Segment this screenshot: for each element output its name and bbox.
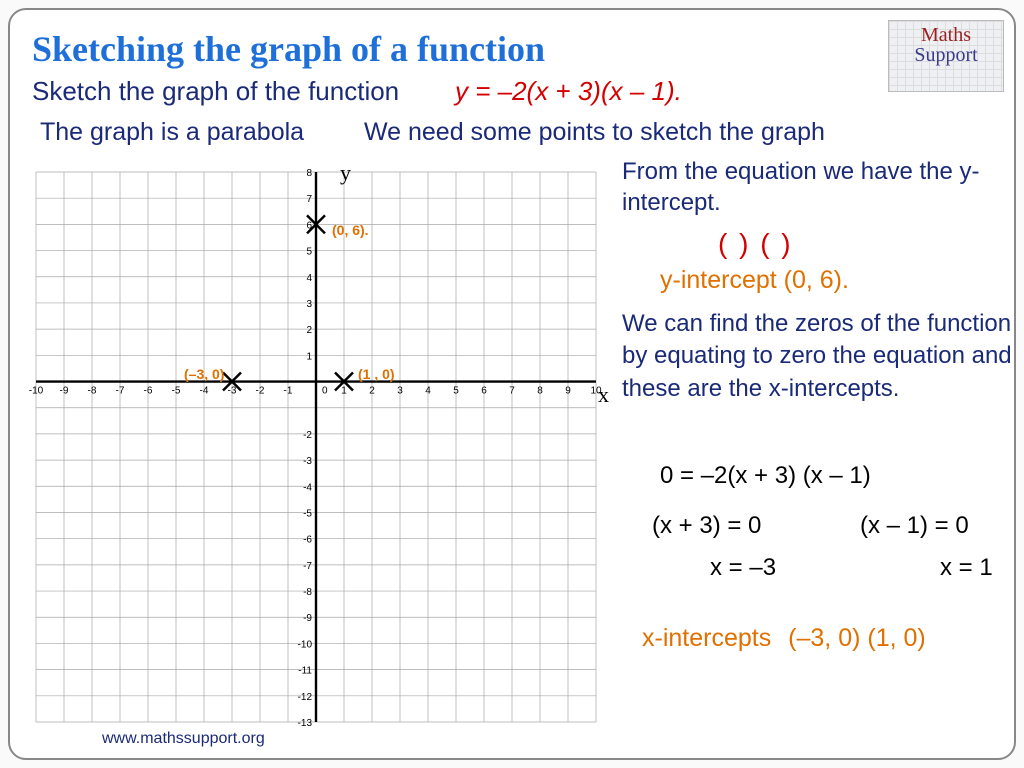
coordinate-grid: -10-9-8-7-6-5-4-3-2-1012345678910-13-12-…: [28, 160, 614, 734]
svg-text:-4: -4: [303, 482, 312, 493]
svg-text:3: 3: [306, 299, 312, 310]
svg-text:9: 9: [565, 386, 571, 397]
svg-text:-6: -6: [144, 386, 153, 397]
factor-eq-right: (x – 1) = 0: [860, 512, 969, 540]
y-axis-label: y: [340, 160, 351, 186]
svg-text:1: 1: [306, 351, 312, 362]
svg-text:2: 2: [369, 386, 375, 397]
svg-text:3: 3: [397, 386, 403, 397]
zeros-explanation: We can find the zeros of the function by…: [622, 308, 1014, 405]
x-intercepts-points: (–3, 0) (1, 0): [788, 624, 926, 652]
svg-text:-4: -4: [200, 386, 209, 397]
svg-text:-10: -10: [298, 639, 313, 650]
x-axis-label: x: [598, 382, 609, 408]
svg-text:-2: -2: [256, 386, 265, 397]
slide-title: Sketching the graph of a function: [32, 28, 545, 70]
point-label: (–3, 0): [184, 366, 224, 382]
svg-text:4: 4: [425, 386, 431, 397]
svg-text:-8: -8: [303, 587, 312, 598]
y-intercept-intro: From the equation we have the y-intercep…: [622, 156, 1004, 218]
svg-text:-8: -8: [88, 386, 97, 397]
solution-right: x = 1: [940, 554, 993, 582]
svg-text:-11: -11: [298, 666, 312, 677]
svg-text:8: 8: [306, 168, 312, 179]
svg-text:-3: -3: [303, 456, 312, 467]
svg-text:-13: -13: [298, 718, 313, 729]
svg-text:-7: -7: [303, 561, 312, 572]
slide-frame: Sketching the graph of a function Maths …: [8, 8, 1016, 760]
x-intercepts-label: x-intercepts: [642, 624, 771, 652]
svg-text:-3: -3: [228, 386, 237, 397]
y-intercept-label: y-intercept (0, 6).: [660, 266, 849, 295]
parabola-note: The graph is a parabola: [40, 118, 304, 147]
svg-text:5: 5: [453, 386, 459, 397]
svg-text:-1: -1: [284, 386, 293, 397]
svg-text:7: 7: [509, 386, 515, 397]
maths-support-logo: Maths Support: [888, 20, 1004, 92]
point-label: (0, 6).: [332, 222, 369, 238]
svg-text:0: 0: [322, 386, 328, 397]
solution-left: x = –3: [710, 554, 776, 582]
svg-text:-6: -6: [303, 535, 312, 546]
svg-text:4: 4: [306, 273, 312, 284]
svg-text:1: 1: [341, 386, 347, 397]
svg-text:-12: -12: [298, 692, 313, 703]
logo-line-2: Support: [914, 44, 977, 66]
svg-text:-5: -5: [303, 508, 312, 519]
svg-text:5: 5: [306, 247, 312, 258]
equation-formula: y = –2(x + 3)(x – 1).: [455, 76, 682, 107]
svg-text:-5: -5: [172, 386, 181, 397]
svg-text:-2: -2: [303, 430, 312, 441]
logo-line-1: Maths: [921, 24, 971, 46]
svg-text:-10: -10: [29, 386, 44, 397]
svg-text:6: 6: [481, 386, 487, 397]
equation-factored: 0 = –2(x + 3) (x – 1): [660, 462, 871, 490]
point-label: (1 , 0): [358, 366, 395, 382]
svg-text:-7: -7: [116, 386, 125, 397]
prompt-text: Sketch the graph of the function: [32, 76, 399, 107]
x-intercepts: x-intercepts (–3, 0) (1, 0): [642, 624, 926, 653]
svg-text:-9: -9: [60, 386, 69, 397]
factor-eq-left: (x + 3) = 0: [652, 512, 761, 540]
svg-text:7: 7: [306, 194, 312, 205]
grid-svg: -10-9-8-7-6-5-4-3-2-1012345678910-13-12-…: [28, 160, 614, 734]
empty-parens: ( ) ( ): [718, 228, 793, 260]
svg-text:-9: -9: [303, 613, 312, 624]
points-note: We need some points to sketch the graph: [364, 118, 825, 147]
svg-text:2: 2: [306, 325, 312, 336]
svg-text:8: 8: [537, 386, 543, 397]
